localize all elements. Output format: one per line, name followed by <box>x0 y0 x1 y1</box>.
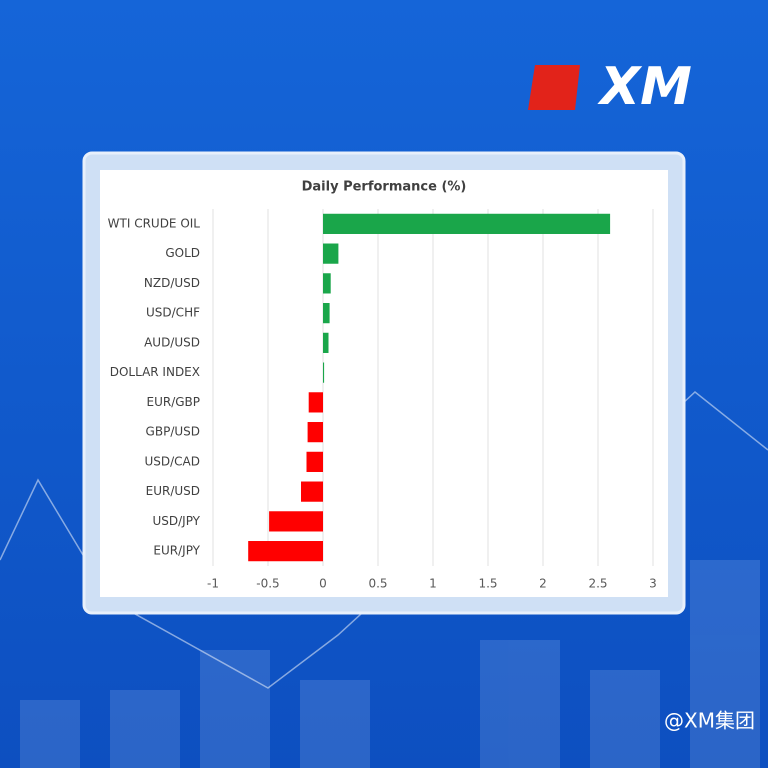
x-tick-label: 1 <box>429 577 437 591</box>
bar <box>248 541 323 562</box>
y-tick-label: USD/CAD <box>144 454 200 468</box>
x-tick-label: -1 <box>207 577 219 591</box>
brand-logo: XM <box>597 57 692 117</box>
bar <box>323 362 325 383</box>
y-tick-label: EUR/GBP <box>146 395 200 409</box>
y-tick-label: EUR/JPY <box>153 544 200 558</box>
y-tick-label: NZD/USD <box>144 276 200 290</box>
bar <box>308 392 323 413</box>
bar <box>306 451 323 472</box>
x-tick-label: 3 <box>649 577 657 591</box>
bar <box>301 481 323 502</box>
x-tick-label: -0.5 <box>256 577 279 591</box>
y-tick-label: USD/CHF <box>146 306 200 320</box>
bar <box>269 511 323 532</box>
y-tick-label: GBP/USD <box>146 425 200 439</box>
y-tick-label: GOLD <box>165 246 200 260</box>
bar <box>323 303 330 324</box>
bar <box>323 332 329 353</box>
x-tick-label: 2.5 <box>588 577 607 591</box>
bar <box>307 422 323 443</box>
bar <box>323 243 339 264</box>
y-tick-label: EUR/USD <box>146 484 200 498</box>
x-tick-label: 2 <box>539 577 547 591</box>
chart-title: Daily Performance (%) <box>302 180 467 195</box>
y-tick-label: DOLLAR INDEX <box>110 365 200 379</box>
x-tick-label: 1.5 <box>478 577 497 591</box>
chart-area <box>100 170 668 597</box>
bar <box>323 273 331 294</box>
y-tick-label: USD/JPY <box>152 514 200 528</box>
logo: XM <box>528 57 692 117</box>
bar <box>323 213 611 234</box>
y-tick-label: AUD/USD <box>144 335 200 349</box>
x-tick-label: 0 <box>319 577 327 591</box>
y-tick-label: WTI CRUDE OIL <box>108 216 201 230</box>
watermark: @XM集团 <box>664 709 755 733</box>
x-tick-label: 0.5 <box>368 577 387 591</box>
